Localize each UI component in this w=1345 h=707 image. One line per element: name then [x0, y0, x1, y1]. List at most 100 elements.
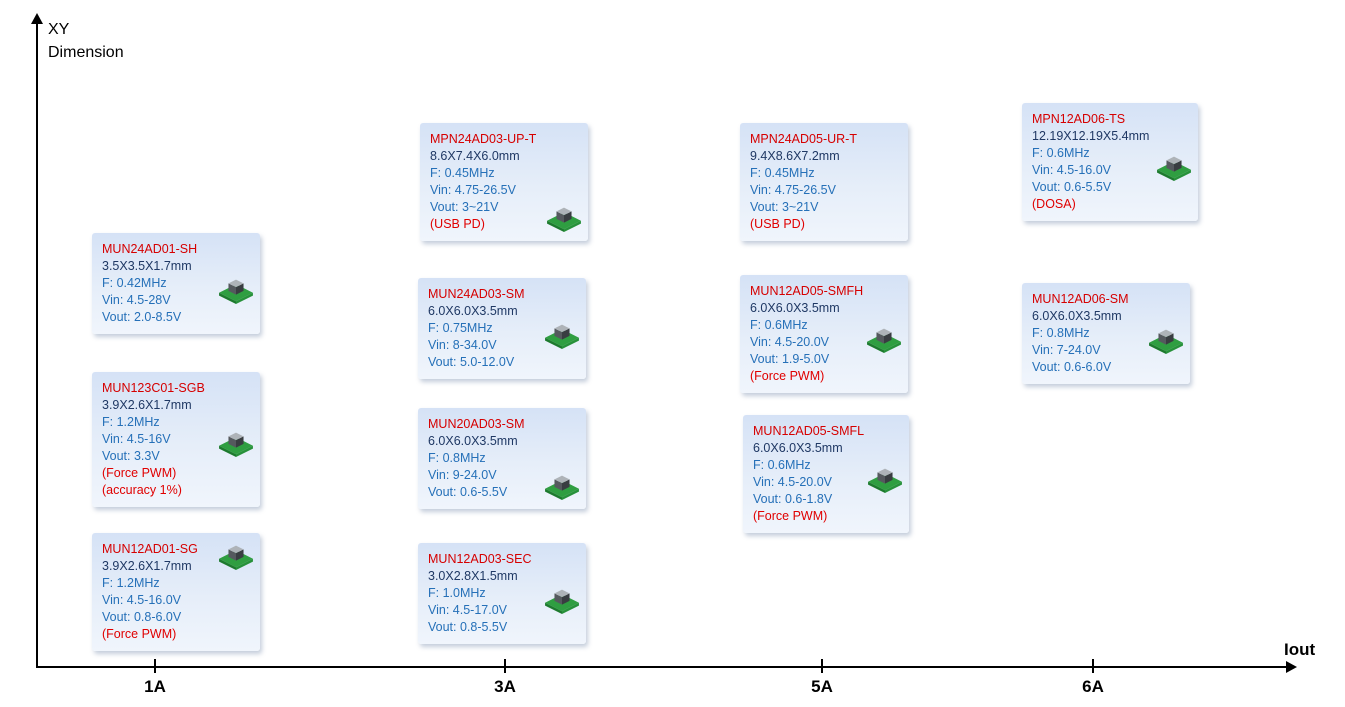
feature-note: (Force PWM)	[753, 509, 828, 523]
y-axis-arrow-icon	[31, 13, 43, 24]
product-card: MUN12AD05-SMFL 6.0X6.0X3.5mm F: 0.6MHz Vin:…	[743, 415, 909, 533]
x-axis-tick-label: 5A	[811, 677, 833, 696]
input-voltage-range: Vin: 8-34.0V	[428, 338, 497, 352]
input-voltage-range: Vin: 4.5-16.0V	[102, 593, 181, 607]
package-size: 6.0X6.0X3.5mm	[428, 434, 518, 448]
input-voltage-range: Vin: 7-24.0V	[1032, 343, 1101, 357]
part-number: MUN12AD03-SEC	[428, 552, 532, 566]
product-card: MPN24AD05-UR-T 9.4X8.6X7.2mm F: 0.45MHz Vin…	[740, 123, 908, 241]
part-number: MPN24AD05-UR-T	[750, 132, 857, 146]
switching-frequency: F: 0.45MHz	[430, 166, 495, 180]
power-module-photo-icon	[545, 475, 579, 501]
product-card: MUN20AD03-SM 6.0X6.0X3.5mm F: 0.8MHz Vin: 9…	[418, 408, 586, 509]
part-number: MUN12AD05-SMFH	[750, 284, 864, 298]
package-size: 3.9X2.6X1.7mm	[102, 398, 192, 412]
x-axis-tick	[504, 659, 506, 673]
part-number: MUN24AD01-SH	[102, 242, 198, 256]
product-card: MUN12AD01-SG 3.9X2.6X1.7mm F: 1.2MHz Vin: 4…	[92, 533, 260, 651]
x-axis-tick-label: 3A	[494, 677, 516, 696]
part-number: MUN24AD03-SM	[428, 287, 525, 301]
product-card: MUN12AD03-SEC 3.0X2.8X1.5mm F: 1.0MHz Vin: …	[418, 543, 586, 644]
feature-note: (accuracy 1%)	[102, 483, 182, 497]
output-voltage-range: Vout: 1.9-5.0V	[750, 352, 830, 366]
output-voltage-range: Vout: 0.6-6.0V	[1032, 360, 1112, 374]
y-axis-label: XY Dimension	[48, 18, 124, 64]
part-number: MUN12AD01-SG	[102, 542, 198, 556]
feature-note: (USB PD)	[430, 217, 485, 231]
product-card: MUN123C01-SGB 3.9X2.6X1.7mm F: 1.2MHz Vin: …	[92, 372, 260, 507]
package-size: 8.6X7.4X6.0mm	[430, 149, 520, 163]
switching-frequency: F: 0.6MHz	[750, 318, 808, 332]
x-axis-arrow-icon	[1286, 661, 1297, 673]
switching-frequency: F: 0.8MHz	[428, 451, 486, 465]
power-module-photo-icon	[547, 207, 581, 233]
power-module-photo-icon	[868, 468, 902, 494]
switching-frequency: F: 0.6MHz	[1032, 146, 1090, 160]
product-card: MUN12AD05-SMFH 6.0X6.0X3.5mm F: 0.6MHz Vin:…	[740, 275, 908, 393]
x-axis-tick	[821, 659, 823, 673]
power-module-photo-icon	[219, 432, 253, 458]
power-module-photo-icon	[1149, 329, 1183, 355]
x-axis-tick	[154, 659, 156, 673]
package-size: 6.0X6.0X3.5mm	[1032, 309, 1122, 323]
y-axis-label-line2: Dimension	[48, 44, 124, 61]
feature-note: (Force PWM)	[102, 627, 177, 641]
switching-frequency: F: 0.45MHz	[750, 166, 815, 180]
product-card: MUN24AD03-SM 6.0X6.0X3.5mm F: 0.75MHz Vin: …	[418, 278, 586, 379]
power-module-photo-icon	[1157, 156, 1191, 182]
input-voltage-range: Vin: 4.75-26.5V	[750, 183, 836, 197]
package-size: 3.5X3.5X1.7mm	[102, 259, 192, 273]
output-voltage-range: Vout: 0.8-5.5V	[428, 620, 508, 634]
package-size: 3.9X2.6X1.7mm	[102, 559, 192, 573]
power-module-photo-icon	[219, 279, 253, 305]
output-voltage-range: Vout: 2.0-8.5V	[102, 310, 182, 324]
feature-note: (DOSA)	[1032, 197, 1076, 211]
package-size: 6.0X6.0X3.5mm	[428, 304, 518, 318]
power-module-photo-icon	[219, 545, 253, 571]
power-module-photo-icon	[867, 328, 901, 354]
x-axis-tick-label: 6A	[1082, 677, 1104, 696]
switching-frequency: F: 1.0MHz	[428, 586, 486, 600]
part-number: MUN12AD06-SM	[1032, 292, 1129, 306]
product-card: MUN24AD01-SH 3.5X3.5X1.7mm F: 0.42MHz Vin: …	[92, 233, 260, 334]
power-module-photo-icon	[545, 589, 579, 615]
switching-frequency: F: 1.2MHz	[102, 415, 160, 429]
part-number: MPN12AD06-TS	[1032, 112, 1126, 126]
input-voltage-range: Vin: 4.5-17.0V	[428, 603, 507, 617]
package-size: 6.0X6.0X3.5mm	[753, 441, 843, 455]
product-card: MUN12AD06-SM 6.0X6.0X3.5mm F: 0.8MHz Vin: 7…	[1022, 283, 1190, 384]
feature-note: (Force PWM)	[102, 466, 177, 480]
y-axis-label-line1: XY	[48, 21, 70, 38]
output-voltage-range: Vout: 5.0-12.0V	[428, 355, 515, 369]
input-voltage-range: Vin: 4.5-20.0V	[753, 475, 832, 489]
switching-frequency: F: 0.8MHz	[1032, 326, 1090, 340]
input-voltage-range: Vin: 4.5-16V	[102, 432, 171, 446]
switching-frequency: F: 0.42MHz	[102, 276, 167, 290]
x-axis-tick	[1092, 659, 1094, 673]
package-size: 3.0X2.8X1.5mm	[428, 569, 518, 583]
input-voltage-range: Vin: 4.75-26.5V	[430, 183, 516, 197]
output-voltage-range: Vout: 3~21V	[750, 200, 819, 214]
package-size: 9.4X8.6X7.2mm	[750, 149, 840, 163]
part-number: MPN24AD03-UP-T	[430, 132, 537, 146]
product-card: MPN24AD03-UP-T 8.6X7.4X6.0mm F: 0.45MHz Vin…	[420, 123, 588, 241]
output-voltage-range: Vout: 3.3V	[102, 449, 160, 463]
part-number: MUN12AD05-SMFL	[753, 424, 865, 438]
part-number: MUN20AD03-SM	[428, 417, 525, 431]
y-axis-line	[36, 24, 38, 668]
x-axis-tick-label: 1A	[144, 677, 166, 696]
package-size: 6.0X6.0X3.5mm	[750, 301, 840, 315]
input-voltage-range: Vin: 4.5-28V	[102, 293, 171, 307]
power-module-photo-icon	[545, 324, 579, 350]
product-card: MPN12AD06-TS 12.19X12.19X5.4mm F: 0.6MHz Vi…	[1022, 103, 1198, 221]
part-number: MUN123C01-SGB	[102, 381, 205, 395]
input-voltage-range: Vin: 4.5-20.0V	[750, 335, 829, 349]
switching-frequency: F: 0.6MHz	[753, 458, 811, 472]
x-axis-line	[36, 666, 1288, 668]
output-voltage-range: Vout: 0.6-5.5V	[1032, 180, 1112, 194]
output-voltage-range: Vout: 3~21V	[430, 200, 499, 214]
input-voltage-range: Vin: 9-24.0V	[428, 468, 497, 482]
switching-frequency: F: 0.75MHz	[428, 321, 493, 335]
feature-note: (Force PWM)	[750, 369, 825, 383]
